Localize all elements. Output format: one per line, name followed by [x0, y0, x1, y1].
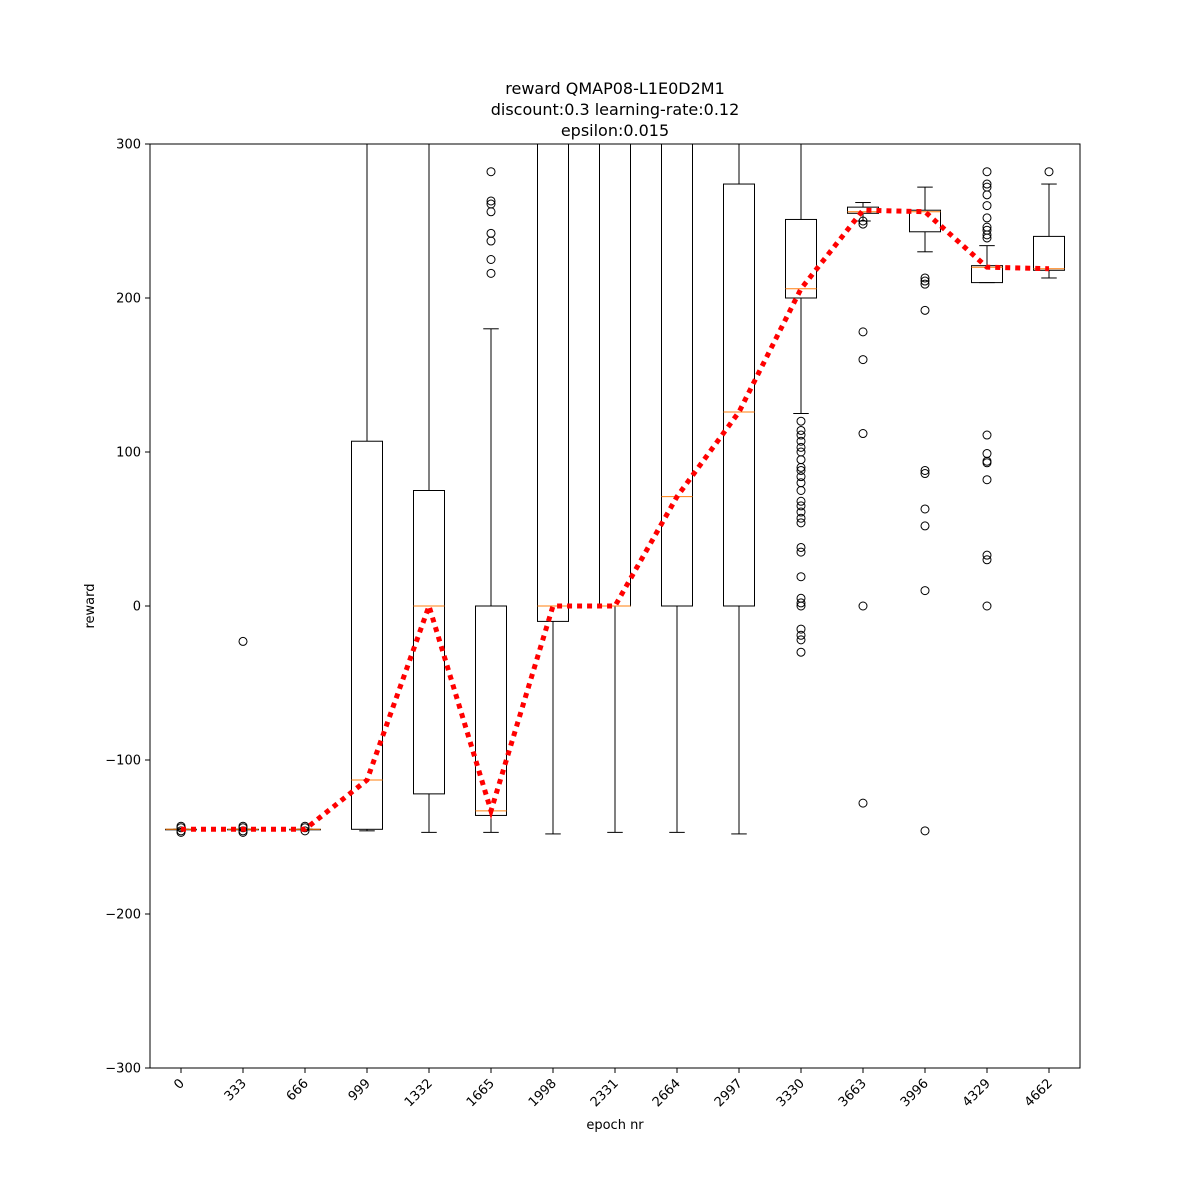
- outlier-point: [796, 518, 806, 528]
- outlier-point: [920, 279, 930, 289]
- outlier-point: [796, 598, 806, 608]
- outlier-point: [920, 826, 930, 836]
- outlier-point: [982, 201, 992, 211]
- outlier-point: [982, 550, 992, 560]
- outlier-point: [858, 798, 868, 808]
- y-axis-ticks: −300 −200 −100 0 100 200 300: [105, 138, 150, 1077]
- outlier-point: [796, 572, 806, 582]
- outlier-point: [486, 167, 496, 177]
- outlier-point: [982, 213, 992, 223]
- outlier-point: [486, 228, 496, 238]
- chart-title-line-1: reward QMAP08-L1E0D2M1: [505, 79, 725, 98]
- y-tick-label: 100: [116, 446, 141, 461]
- outlier-point: [982, 555, 992, 565]
- outlier-point: [796, 430, 806, 440]
- iqr-box: [909, 209, 941, 233]
- mean-line: [181, 207, 1050, 832]
- outlier-point: [796, 630, 806, 640]
- iqr-box: [723, 183, 755, 607]
- outlier-point: [796, 447, 806, 457]
- outlier-point: [920, 305, 930, 315]
- outlier-point: [796, 478, 806, 488]
- outlier-point: [920, 276, 930, 286]
- iqr-box: [413, 490, 445, 795]
- outlier-point: [920, 504, 930, 514]
- outlier-point: [796, 465, 806, 475]
- outlier-point: [796, 542, 806, 552]
- outlier-point: [920, 469, 930, 479]
- iqr-box: [661, 144, 693, 607]
- outlier-point: [796, 472, 806, 482]
- outlier-point: [858, 429, 868, 439]
- y-tick-label: −300: [105, 1062, 141, 1077]
- outlier-point: [486, 255, 496, 264]
- outlier-point: [982, 475, 992, 485]
- y-tick-label: 0: [133, 600, 141, 615]
- box-999: [351, 144, 383, 832]
- outlier-point: [486, 199, 496, 209]
- outlier-point: [982, 449, 992, 459]
- outlier-point: [858, 327, 868, 337]
- outlier-point: [920, 521, 930, 531]
- outlier-point: [858, 601, 868, 611]
- x-axis-label: epoch nr: [586, 1118, 644, 1133]
- chart-title-line-3: epsilon:0.015: [561, 121, 669, 140]
- outlier-point: [486, 268, 496, 278]
- outlier-point: [796, 635, 806, 645]
- iqr-box: [785, 218, 817, 299]
- plot-frame: [149, 143, 1081, 1069]
- outlier-point: [982, 225, 992, 235]
- outlier-point: [982, 167, 992, 177]
- y-tick-label: −200: [105, 908, 141, 923]
- outlier-point: [796, 647, 806, 657]
- outlier-point: [982, 222, 992, 232]
- y-tick-label: 300: [116, 138, 141, 153]
- iqr-box: [1033, 235, 1065, 271]
- outlier-point: [796, 442, 806, 452]
- outlier-point: [1044, 167, 1054, 177]
- outlier-point: [982, 179, 992, 189]
- y-tick-label: −100: [105, 754, 141, 769]
- outlier-point: [796, 416, 806, 426]
- outlier-point: [920, 273, 930, 283]
- outlier-point: [796, 507, 806, 517]
- box-1998: [537, 144, 569, 835]
- outlier-point: [858, 216, 868, 226]
- outlier-point: [238, 636, 248, 646]
- box-1332: [413, 144, 445, 833]
- box-3663: [847, 202, 879, 808]
- plot-area: [165, 144, 1065, 837]
- box-3996: [909, 186, 941, 836]
- outlier-point: [858, 355, 868, 365]
- chart-title: reward QMAP08-L1E0D2M1 discount:0.3 lear…: [491, 79, 740, 140]
- outlier-point: [920, 465, 930, 475]
- outlier-point: [796, 425, 806, 435]
- box-series: [165, 144, 1065, 837]
- chart-title-line-2: discount:0.3 learning-rate:0.12: [491, 100, 740, 119]
- outlier-point: [796, 501, 806, 511]
- outlier-point: [796, 513, 806, 523]
- y-axis-label: reward: [83, 583, 98, 628]
- box-1665: [475, 167, 507, 833]
- iqr-box: [537, 144, 569, 622]
- outlier-point: [982, 430, 992, 440]
- box-2331: [599, 144, 631, 833]
- iqr-box: [351, 440, 383, 830]
- outlier-point: [796, 496, 806, 506]
- box-2997: [723, 144, 755, 835]
- y-tick-label: 200: [116, 292, 141, 307]
- outlier-point: [796, 436, 806, 446]
- outlier-point: [796, 547, 806, 557]
- outlier-point: [796, 593, 806, 603]
- box-4329: [971, 167, 1003, 611]
- outlier-point: [982, 182, 992, 192]
- outlier-point: [920, 586, 930, 596]
- box-3330: [785, 144, 817, 657]
- outlier-point: [982, 601, 992, 611]
- outlier-point: [858, 219, 868, 229]
- outlier-point: [796, 624, 806, 634]
- outlier-point: [486, 196, 496, 206]
